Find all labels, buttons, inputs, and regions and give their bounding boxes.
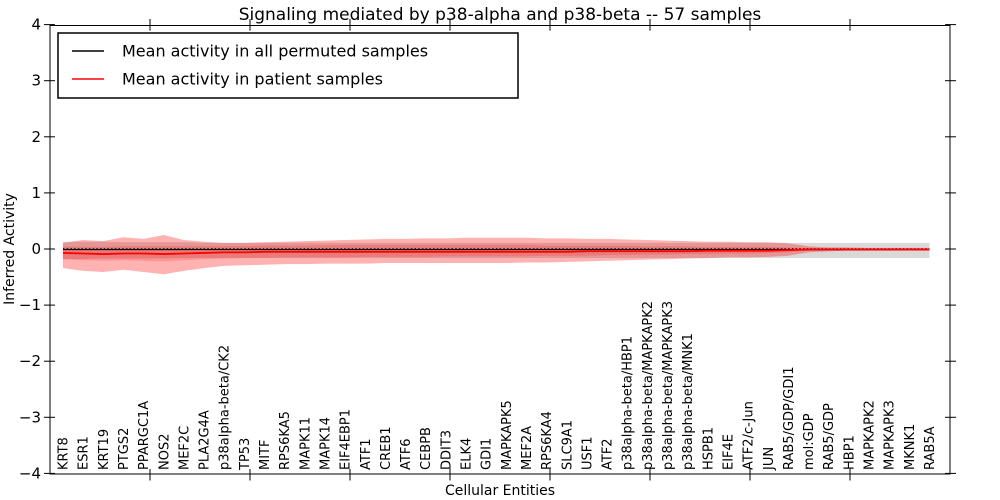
x-category-label: RAB5/GDP/GDI1 bbox=[782, 367, 797, 470]
x-category-label: MKNK1 bbox=[903, 424, 918, 470]
x-category-label: RAB5A bbox=[923, 426, 938, 470]
legend-box bbox=[57, 32, 519, 99]
x-category-label: MAPK14 bbox=[318, 417, 333, 470]
x-category-label: p38alpha-beta/MNK1 bbox=[681, 333, 696, 470]
y-tick-label: 3 bbox=[31, 72, 41, 90]
y-tick-label: −4 bbox=[19, 464, 41, 482]
x-category-label: MAPK11 bbox=[298, 417, 313, 470]
x-category-label: HSPB1 bbox=[701, 427, 716, 470]
x-category-label: JUN bbox=[762, 447, 777, 471]
x-category-label: PLA2G4A bbox=[198, 410, 213, 470]
x-category-label: p38alpha-beta/MAPKAPK3 bbox=[661, 301, 676, 470]
band-patient-samples-outer-range bbox=[63, 234, 930, 275]
x-category-label: SLC9A1 bbox=[560, 420, 575, 470]
x-category-label: MITF bbox=[258, 440, 273, 470]
x-category-label: MEF2C bbox=[177, 426, 192, 470]
x-category-label: ATF2 bbox=[601, 438, 616, 470]
y-tick-label: 1 bbox=[31, 184, 41, 202]
x-category-label: CEBPB bbox=[419, 427, 434, 470]
legend-label-permuted: Mean activity in all permuted samples bbox=[122, 42, 428, 61]
y-tick-label: −2 bbox=[19, 352, 41, 370]
chart-title: Signaling mediated by p38-alpha and p38-… bbox=[239, 5, 762, 25]
x-category-label: p38alpha-beta/CK2 bbox=[218, 345, 233, 470]
y-tick-label: 4 bbox=[31, 16, 41, 34]
x-category-label: ATF1 bbox=[359, 438, 374, 470]
series-line bbox=[62, 248, 930, 255]
x-category-label: KRT8 bbox=[57, 437, 72, 470]
x-category-label: HBP1 bbox=[842, 435, 857, 470]
x-category-label: RAB5/GDP bbox=[822, 403, 837, 470]
x-category-label: PPARGC1A bbox=[137, 401, 152, 470]
x-category-label: p38alpha-beta/HBP1 bbox=[621, 336, 636, 470]
x-category-label: DDIT3 bbox=[439, 430, 454, 470]
x-category-label: MAPKAPK5 bbox=[500, 400, 515, 470]
y-tick-label: −3 bbox=[19, 408, 41, 426]
x-category-label: KRT19 bbox=[97, 429, 112, 470]
x-category-label: ATF2/c-Jun bbox=[742, 401, 757, 470]
x-category-label: TP53 bbox=[238, 438, 253, 471]
x-category-label: GDI1 bbox=[480, 438, 495, 470]
x-category-label: CREB1 bbox=[379, 426, 394, 470]
x-category-label: NOS2 bbox=[157, 434, 172, 470]
x-category-label: ATF6 bbox=[399, 438, 414, 470]
x-category-label: EIF4E bbox=[721, 434, 736, 470]
x-category-label: mol:GDP bbox=[802, 413, 817, 470]
x-category-label: PTGS2 bbox=[117, 428, 132, 470]
y-tick-label: 2 bbox=[31, 128, 41, 146]
x-category-label: MAPKAPK3 bbox=[883, 400, 898, 470]
y-tick-label: −1 bbox=[19, 296, 41, 314]
legend-label-patient: Mean activity in patient samples bbox=[122, 70, 383, 89]
x-category-label: MEF2A bbox=[520, 426, 535, 470]
x-category-label: ELK4 bbox=[460, 438, 475, 470]
x-category-label: RPS6KA5 bbox=[278, 411, 293, 470]
x-axis-label: Cellular Entities bbox=[445, 483, 555, 499]
plot-area: 4 3 2 1 0 −1 −2 −3 −4 KRT8 ESR1 KRT19 PTGS2 PPARGC1A N… bbox=[19, 16, 956, 482]
y-axis-label: Inferred Activity bbox=[2, 193, 18, 305]
plot-border bbox=[49, 25, 951, 475]
x-category-label: p38alpha-beta/MAPKAPK2 bbox=[641, 301, 656, 470]
x-category-label: RPS6KA4 bbox=[540, 411, 555, 470]
x-category-label: EIF4EBP1 bbox=[339, 409, 354, 470]
x-category-label: MAPKAPK2 bbox=[863, 400, 878, 470]
band-permuted-samples-range bbox=[63, 241, 930, 260]
y-tick-label: 0 bbox=[31, 240, 41, 258]
x-category-label: ESR1 bbox=[77, 436, 92, 470]
x-category-label: USF1 bbox=[580, 436, 595, 470]
legend: Mean activity in all permuted samples Me… bbox=[57, 32, 519, 99]
